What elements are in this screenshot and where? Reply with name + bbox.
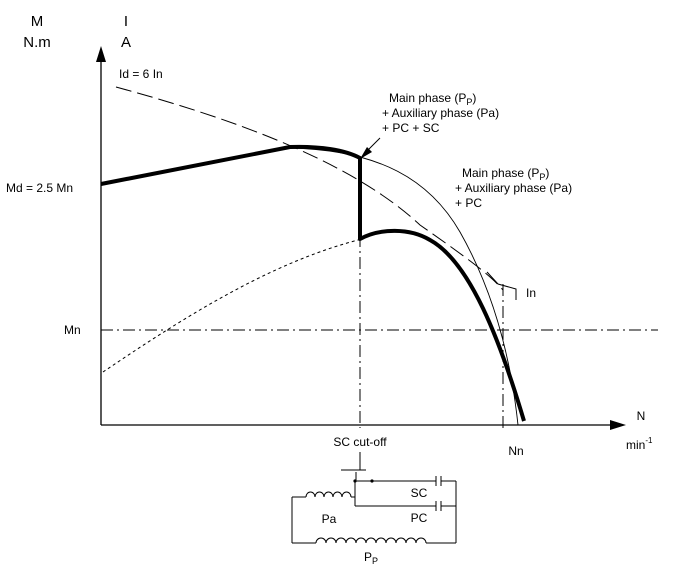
- axes: [96, 46, 626, 430]
- circuit-pp-label: PP: [364, 550, 378, 566]
- torque-thick-curve: [100, 144, 526, 422]
- y-axis-current-unit: A: [121, 34, 131, 51]
- in-label: In: [526, 286, 536, 300]
- upper-annotation-line1: Main phase (PP): [389, 91, 476, 107]
- x-axis-unit-exp: -1: [645, 436, 653, 445]
- lower-line1-end: ): [545, 166, 549, 180]
- nn-label: Nn: [508, 444, 523, 458]
- current-curve: [115, 86, 504, 291]
- x-axis-unit: min-1: [626, 436, 653, 452]
- y-axis-arrow: [96, 46, 106, 62]
- circuit-pc-label: PC: [411, 511, 428, 525]
- lower-line1-sub: P: [539, 172, 545, 182]
- y-axis-current-symbol: I: [124, 13, 128, 30]
- circuit-pa-label: Pa: [322, 512, 337, 526]
- x-axis-symbol: N: [637, 409, 646, 423]
- md-label: Md = 2.5 Mn: [6, 181, 73, 195]
- pa-coil: [305, 491, 352, 498]
- upper-line1-text: Main phase (P: [389, 91, 466, 105]
- in-marker: [486, 271, 517, 300]
- circuit-pp-sub: P: [372, 556, 378, 566]
- circuit-node: [353, 479, 357, 483]
- upper-annotation-arrowhead: [360, 147, 372, 159]
- mn-label: Mn: [64, 323, 81, 337]
- id-label: Id = 6 In: [119, 67, 163, 81]
- y-axis-torque-unit: N.m: [23, 34, 51, 51]
- lower-annotation-line1: Main phase (PP): [462, 166, 549, 182]
- lower-annotation-line2: + Auxiliary phase (Pa): [455, 181, 572, 195]
- circuit-node: [370, 479, 374, 483]
- x-axis-unit-base: min: [626, 438, 645, 452]
- upper-annotation-line3: + PC + SC: [382, 121, 440, 135]
- sc-cutoff-label: SC cut-off: [333, 435, 387, 449]
- x-axis-arrow: [610, 420, 626, 430]
- y-axis-torque-symbol: M: [31, 13, 44, 30]
- upper-line1-sub: P: [466, 97, 472, 107]
- torque-dotted-curve: [102, 238, 363, 373]
- pp-coil: [315, 537, 427, 544]
- circuit-sc-label: SC: [411, 486, 428, 500]
- circuit-pp-main: P: [364, 550, 372, 564]
- torque-thin-curve: [289, 147, 519, 426]
- upper-annotation-line2: + Auxiliary phase (Pa): [382, 106, 499, 120]
- lower-annotation-line3: + PC: [455, 196, 482, 210]
- lower-line1-text: Main phase (P: [462, 166, 539, 180]
- upper-line1-end: ): [472, 91, 476, 105]
- circuit-schematic: [291, 452, 457, 544]
